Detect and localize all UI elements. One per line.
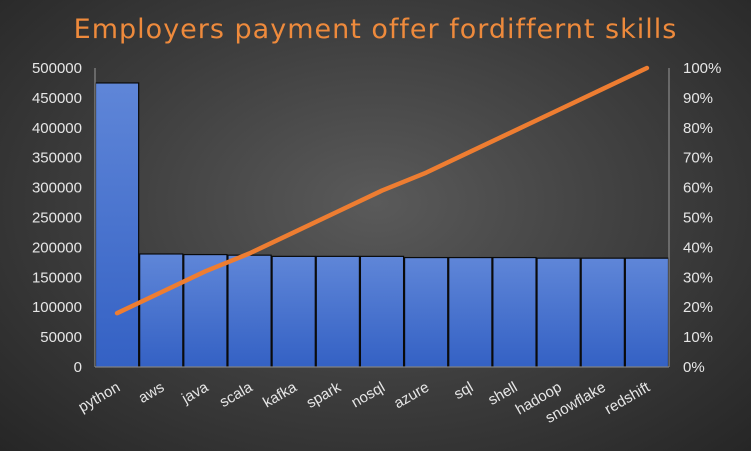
y-tick-label: 50000	[40, 329, 82, 346]
y2-tick-label: 60%	[683, 180, 713, 197]
y-tick-label: 150000	[32, 269, 82, 286]
y-tick-label: 200000	[32, 239, 82, 256]
x-tick-label-spark: spark	[304, 378, 345, 411]
y-tick-label: 300000	[32, 180, 82, 197]
bar-sql	[448, 256, 493, 368]
chart-title: Employers payment offer fordiffernt skil…	[73, 14, 678, 45]
bar-azure	[403, 256, 449, 368]
bar-python	[94, 82, 140, 368]
y2-tick-label: 10%	[683, 329, 713, 346]
x-tick-label-azure: azure	[391, 379, 432, 412]
y-tick-label: 0	[74, 359, 82, 376]
y2-tick-label: 70%	[683, 150, 713, 167]
bar-hadoop	[536, 257, 581, 368]
bars-layer	[94, 82, 670, 368]
y-tick-label: 250000	[32, 210, 82, 227]
bar-snowflake	[580, 257, 625, 368]
x-tick-label-sql: sql	[451, 379, 476, 403]
bar-kafka	[271, 255, 316, 368]
axes-layer	[94, 68, 670, 368]
bar-nosql	[359, 255, 405, 368]
y-tick-label: 500000	[32, 60, 82, 77]
y2-tick-label: 80%	[683, 120, 713, 137]
bar-scala	[227, 254, 272, 368]
bar-redshift	[624, 257, 670, 368]
y-tick-label: 450000	[32, 90, 82, 107]
x-tick-label-aws: aws	[136, 379, 168, 407]
y2-tick-label: 0%	[683, 359, 705, 376]
y2-tick-label: 50%	[683, 210, 713, 227]
y2-tick-label: 40%	[683, 239, 713, 256]
x-tick-label-python: python	[76, 379, 124, 416]
bar-shell	[492, 256, 537, 368]
bar-aws	[139, 253, 184, 368]
y-tick-label: 100000	[32, 299, 82, 316]
x-tick-label-java: java	[178, 378, 212, 407]
cumulative-percent-line	[114, 65, 650, 316]
y2-tick-label: 20%	[683, 299, 713, 316]
y-tick-label: 350000	[32, 150, 82, 167]
bar-spark	[315, 255, 361, 368]
y2-tick-label: 100%	[683, 60, 721, 77]
x-tick-label-redshift: redshift	[602, 378, 654, 418]
y2-tick-label: 30%	[683, 269, 713, 286]
y-tick-label: 400000	[32, 120, 82, 137]
x-tick-label-nosql: nosql	[348, 379, 388, 412]
x-tick-label-scala: scala	[217, 378, 256, 411]
y2-tick-label: 90%	[683, 90, 713, 107]
line-layer	[114, 65, 650, 316]
x-tick-label-kafka: kafka	[260, 378, 300, 411]
